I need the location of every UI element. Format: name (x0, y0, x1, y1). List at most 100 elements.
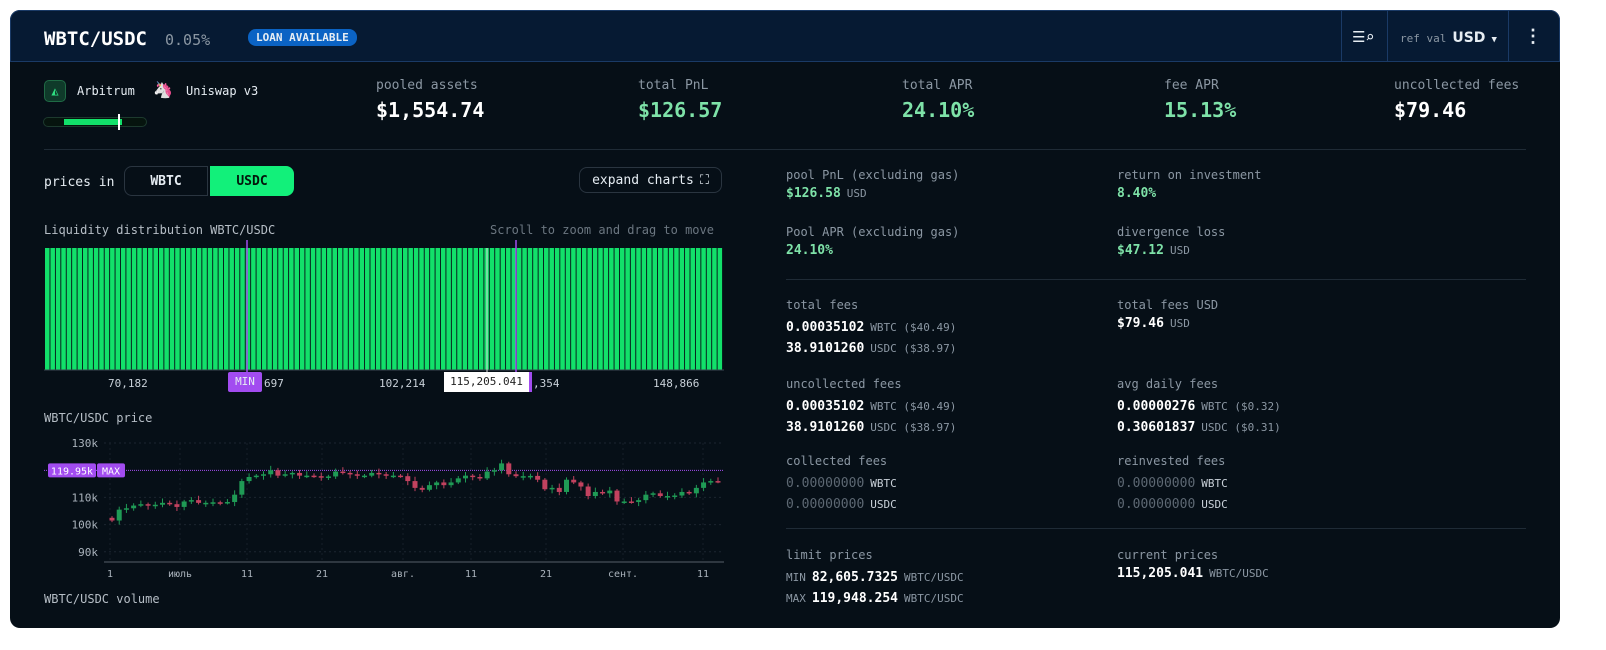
x-tick: 21 (540, 569, 552, 580)
candle (448, 482, 454, 486)
candle (268, 470, 274, 475)
candle (426, 485, 432, 490)
y-tick: 90k (78, 546, 98, 559)
candle (614, 490, 620, 502)
liquidity-bar (571, 248, 576, 370)
liquidity-bar (712, 248, 717, 370)
candle (318, 476, 324, 478)
liquidity-bar (169, 248, 175, 370)
expand-charts-button[interactable]: expand charts ⛶ (579, 167, 722, 193)
pool_pnl-value-row: $126.58 USD (786, 186, 867, 201)
liquidity-bar (348, 248, 354, 370)
candle (513, 474, 519, 477)
liquidity-bar (77, 248, 83, 370)
liquidity-bar (299, 248, 305, 370)
stat-value: $79.46 (1394, 98, 1467, 122)
candle (542, 479, 548, 490)
liquidity-bar (647, 248, 652, 370)
usdc-toggle[interactable]: USDC (210, 166, 294, 196)
more-menu-icon[interactable]: ⋮ (1524, 26, 1542, 47)
candle (239, 481, 245, 495)
liquidity-bar (592, 248, 598, 370)
x-tick: 11 (465, 569, 477, 580)
liquidity-bar (619, 248, 625, 370)
unit: USDC (870, 498, 897, 511)
liquidity-bar (527, 248, 533, 370)
amount: 0.00000276 (1117, 399, 1196, 414)
divider (1508, 10, 1509, 62)
limit-tag: MIN (786, 571, 806, 584)
pair-title: WBTC/USDC (44, 28, 147, 50)
ref-value-dropdown[interactable]: ref val USD ▼ (1400, 30, 1497, 46)
candle (217, 502, 223, 504)
range-indicator (43, 114, 147, 130)
liquidity-bar (131, 248, 137, 370)
min-handle[interactable]: MIN (228, 372, 262, 392)
liquidity-bar (137, 248, 142, 370)
divergence-value-row: $47.12 USD (1117, 243, 1190, 258)
liquidity-bar (565, 248, 571, 370)
liquidity-bar (392, 248, 397, 370)
liquidity-bar (397, 248, 403, 370)
liquidity-bar (110, 248, 115, 370)
liquidity-bar (55, 248, 61, 370)
price-chart[interactable]: 130k 110k 100k 90k 1 июль 11 21 авг. 11 21 сент. 11 1… (44, 430, 724, 590)
loan-available-badge[interactable]: LOAN AVAILABLE (248, 29, 357, 46)
liquidity-bar (538, 248, 544, 370)
y-tick: 110k (72, 491, 99, 504)
liquidity-bar (234, 248, 240, 370)
liquidity-bar (196, 248, 202, 370)
liquidity-bar (120, 248, 126, 370)
candle (412, 481, 418, 488)
liquidity-bar (581, 248, 587, 370)
liquidity-bar (706, 248, 712, 370)
limit-unit: WBTC/USDC (903, 592, 964, 605)
candle (477, 477, 483, 479)
liquidity-bar (424, 248, 430, 370)
liquidity-bar (419, 248, 424, 370)
candle (463, 475, 468, 479)
liquidity-bar (45, 248, 50, 370)
liquidity-bar (310, 248, 316, 370)
liquidity-bar (402, 248, 408, 370)
candle (181, 501, 187, 507)
filter-search-icon[interactable]: ☰⌕ (1352, 28, 1375, 46)
liquidity-bar (175, 248, 180, 370)
liquidity-bar (701, 248, 706, 370)
limit-value: 82,605.7325 (811, 570, 898, 585)
liquidity-bar (158, 248, 164, 370)
avg_daily-label: avg daily fees (1117, 377, 1219, 391)
wbtc-toggle[interactable]: WBTC (124, 166, 208, 196)
liquidity-bar (272, 248, 278, 370)
divider (44, 149, 1526, 150)
pool_pnl-label: pool PnL (excluding gas) (786, 168, 960, 182)
candle (715, 481, 721, 483)
liquidity-bar (489, 248, 495, 370)
unit: USDC ($0.31) (1201, 421, 1281, 434)
x-tick: июль (168, 569, 192, 580)
candle (289, 472, 295, 475)
current-value: 115,205.041 (1117, 566, 1204, 581)
candle (390, 475, 396, 478)
x-tick: авг. (391, 569, 415, 580)
candle (434, 482, 440, 486)
candle (527, 475, 533, 478)
liquidity-bar (153, 248, 159, 370)
candle (607, 490, 613, 494)
liquidity-bar (668, 248, 674, 370)
x-tick: 11 (697, 569, 709, 580)
candle (398, 475, 404, 478)
candle (362, 475, 367, 478)
liquidity-chart[interactable] (44, 240, 724, 392)
candle (304, 475, 310, 478)
candle (210, 502, 216, 504)
liquidity-bar (261, 248, 267, 370)
dex-name: Uniswap v3 (186, 84, 259, 98)
stat-label: pooled assets (376, 78, 478, 93)
avg_daily-row: 0.00000276 WBTC ($0.32) (1117, 399, 1281, 414)
unit: WBTC ($40.49) (870, 400, 957, 413)
liquidity-bar (413, 248, 419, 370)
liquidity-bar (82, 248, 88, 370)
candle (325, 476, 331, 478)
reinvested-label: reinvested fees (1117, 454, 1226, 468)
